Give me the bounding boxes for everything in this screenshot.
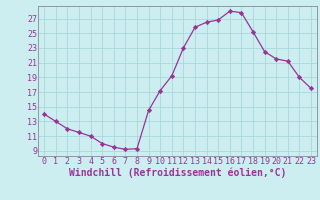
X-axis label: Windchill (Refroidissement éolien,°C): Windchill (Refroidissement éolien,°C) xyxy=(69,168,286,178)
